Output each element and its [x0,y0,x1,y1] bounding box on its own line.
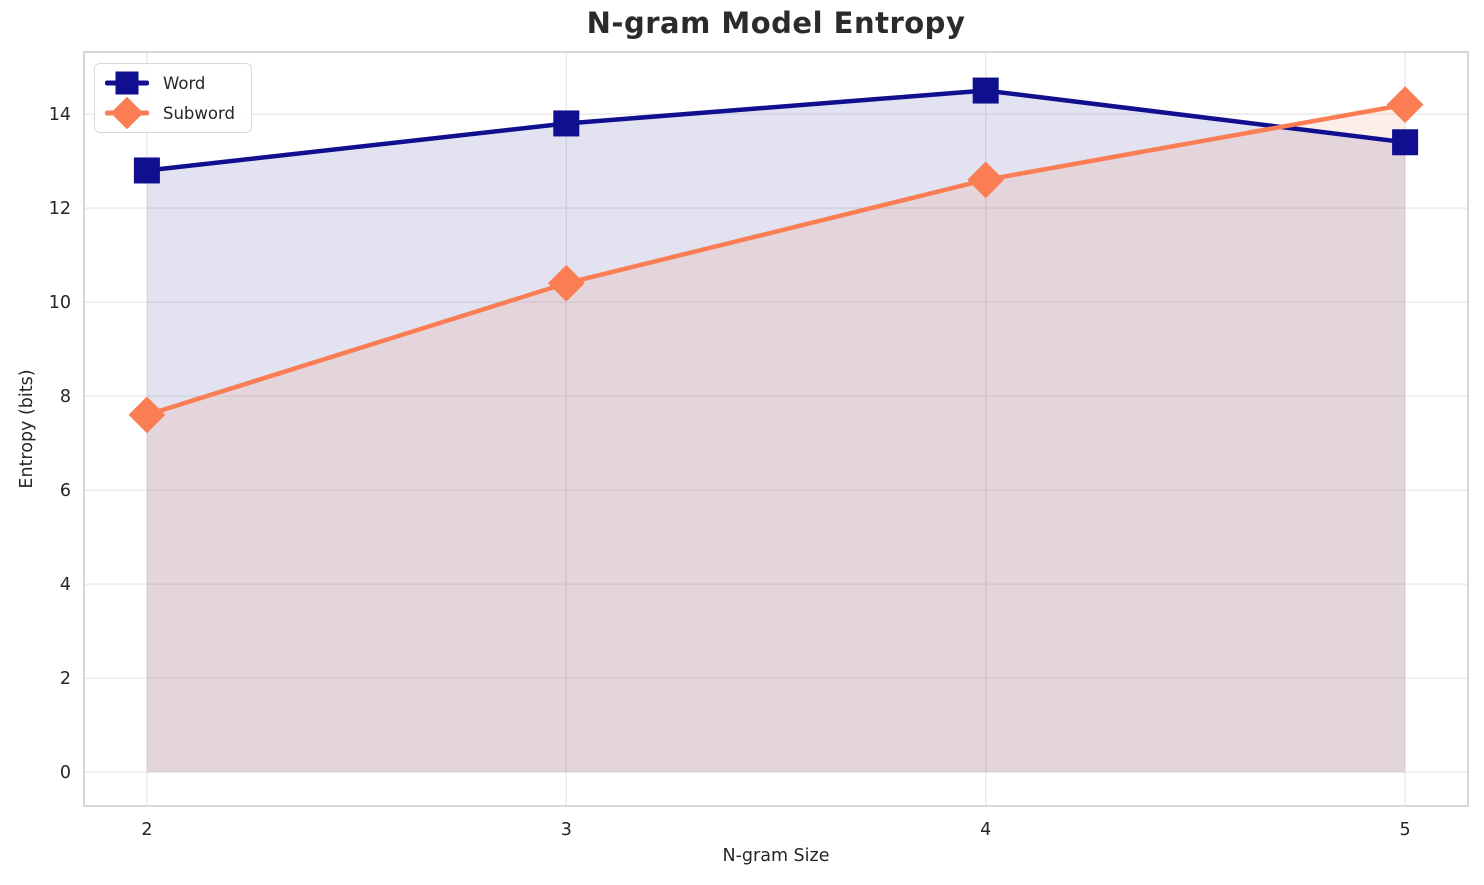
x-tick-label: 3 [561,820,572,840]
x-axis-label: N-gram Size [722,846,830,866]
word-marker [1392,129,1419,156]
legend-label-word: Word [163,73,206,93]
y-tick-label: 12 [49,199,71,219]
word-marker [972,77,999,104]
word-line [144,88,1408,173]
word-marker [553,110,580,137]
chart-title: N-gram Model Entropy [586,6,966,40]
plot-border [83,51,1469,807]
y-tick-label: 2 [60,669,71,689]
y-tick-label: 0 [60,763,71,783]
word-marker-icon [103,69,151,97]
legend-item-subword: Subword [103,96,235,130]
x-tick-label: 2 [141,820,152,840]
subword-marker-icon [103,96,151,130]
legend-item-word: Word [103,68,235,98]
subword-line [144,102,1408,418]
y-tick-label: 14 [49,105,71,125]
x-tick-label: 4 [980,820,991,840]
legend-label-subword: Subword [163,103,235,123]
subword-marker [967,161,1005,199]
y-tick-label: 4 [60,575,71,595]
subword-marker [547,264,585,302]
word-area [146,90,1406,773]
subword-marker [128,396,166,434]
legend: Word Subword [94,63,252,133]
subword-area [146,104,1406,773]
word-marker [133,157,160,184]
y-tick-label: 6 [60,481,71,501]
subword-marker [1386,86,1424,124]
y-axis-label: Entropy (bits) [17,369,37,489]
y-tick-label: 10 [49,293,71,313]
x-tick-label: 5 [1400,820,1411,840]
y-tick-label: 8 [60,387,71,407]
